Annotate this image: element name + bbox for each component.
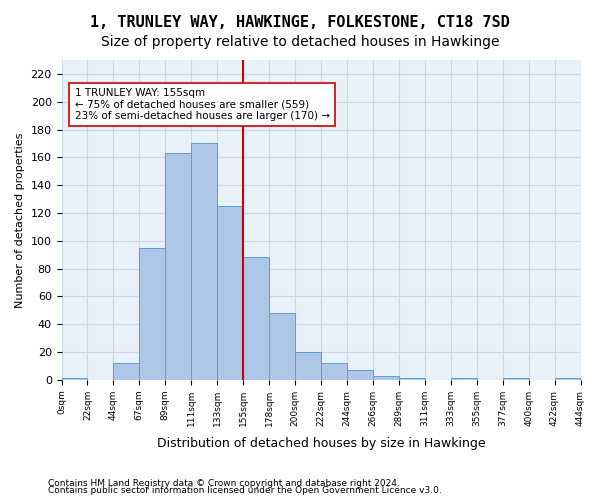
Bar bbox=[554, 378, 580, 380]
Bar bbox=[62, 378, 88, 380]
Bar bbox=[217, 206, 243, 380]
Text: Contains public sector information licensed under the Open Government Licence v3: Contains public sector information licen… bbox=[48, 486, 442, 495]
Bar bbox=[269, 313, 295, 380]
Bar bbox=[166, 153, 191, 380]
Bar bbox=[113, 363, 139, 380]
Bar bbox=[243, 258, 269, 380]
Bar bbox=[347, 370, 373, 380]
Text: Size of property relative to detached houses in Hawkinge: Size of property relative to detached ho… bbox=[101, 35, 499, 49]
Bar bbox=[399, 378, 425, 380]
Bar bbox=[451, 378, 477, 380]
Y-axis label: Number of detached properties: Number of detached properties bbox=[15, 132, 25, 308]
Text: 1 TRUNLEY WAY: 155sqm
← 75% of detached houses are smaller (559)
23% of semi-det: 1 TRUNLEY WAY: 155sqm ← 75% of detached … bbox=[74, 88, 329, 121]
Bar bbox=[373, 376, 399, 380]
Bar bbox=[191, 144, 217, 380]
Bar bbox=[295, 352, 321, 380]
Bar bbox=[139, 248, 166, 380]
X-axis label: Distribution of detached houses by size in Hawkinge: Distribution of detached houses by size … bbox=[157, 437, 485, 450]
Text: Contains HM Land Registry data © Crown copyright and database right 2024.: Contains HM Land Registry data © Crown c… bbox=[48, 478, 400, 488]
Bar bbox=[321, 363, 347, 380]
Bar bbox=[503, 378, 529, 380]
Text: 1, TRUNLEY WAY, HAWKINGE, FOLKESTONE, CT18 7SD: 1, TRUNLEY WAY, HAWKINGE, FOLKESTONE, CT… bbox=[90, 15, 510, 30]
